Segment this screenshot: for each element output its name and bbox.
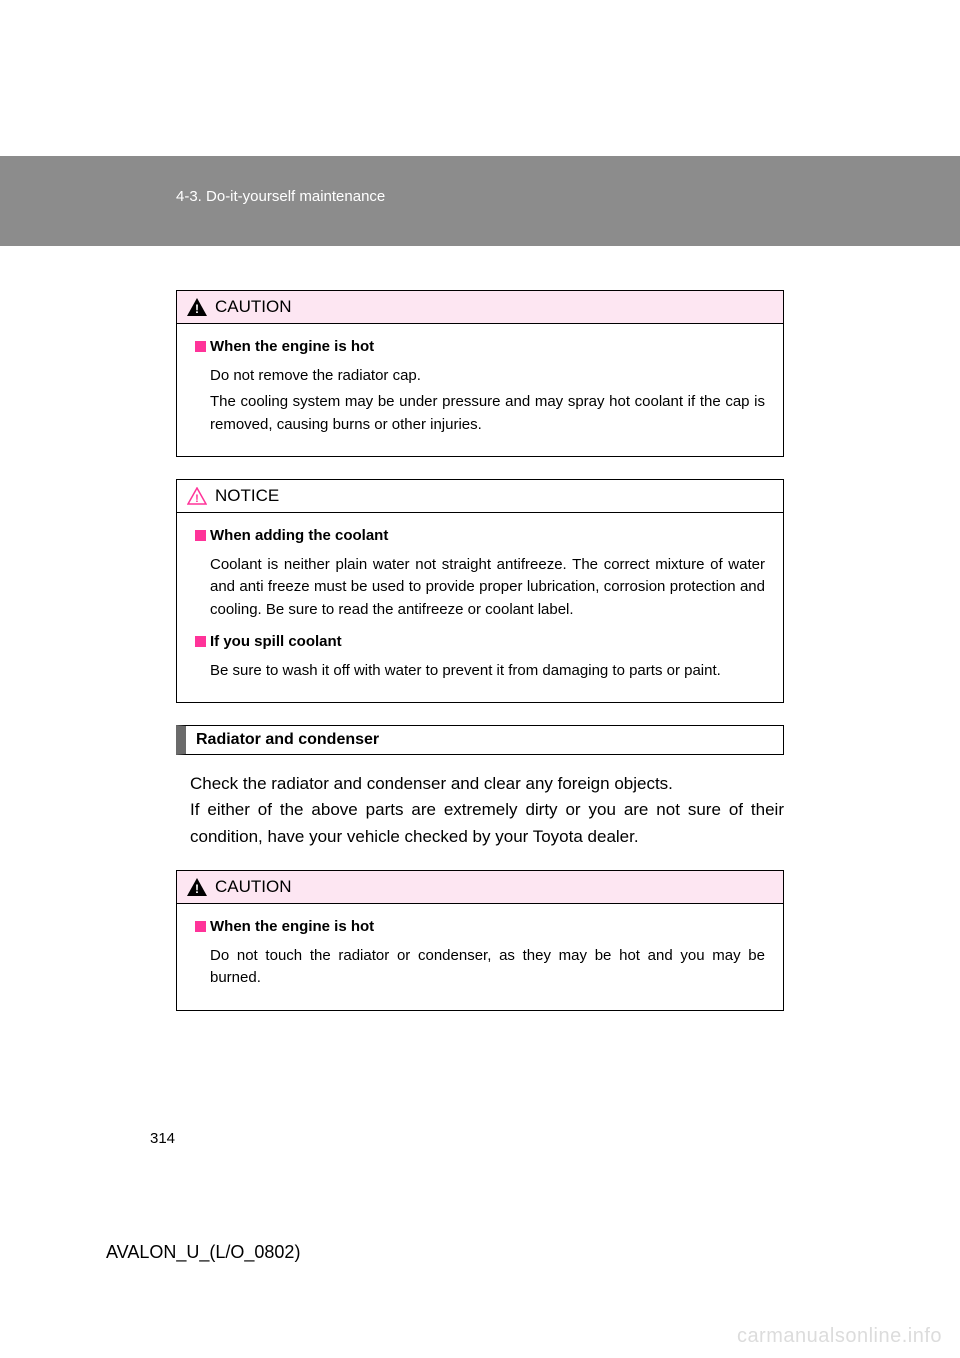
page-content: ! CAUTION When the engine is hot Do not … [176,290,784,1033]
warning-triangle-icon: ! [187,878,207,896]
square-bullet-icon [195,636,206,647]
page-number: 314 [150,1130,175,1147]
section-body-text: Check the radiator and condenser and cle… [190,771,784,850]
caution-item-title: When the engine is hot [210,916,374,939]
section-breadcrumb: 4-3. Do-it-yourself maintenance [176,188,385,205]
svg-text:!: ! [195,882,199,896]
notice-item-title: If you spill coolant [210,631,342,654]
notice-item-heading: If you spill coolant [195,631,765,654]
watermark-text: carmanualsonline.info [737,1325,942,1348]
caution-title-bar: ! CAUTION [177,871,783,904]
caution-box-2: ! CAUTION When the engine is hot Do not … [176,870,784,1011]
caution-paragraph: Do not touch the radiator or condenser, … [210,945,765,990]
square-bullet-icon [195,921,206,932]
caution-paragraph: The cooling system may be under pressure… [210,391,765,436]
svg-text:!: ! [195,493,199,505]
caution-title-text: CAUTION [215,297,292,317]
notice-box: ! NOTICE When adding the coolant Coolant… [176,479,784,703]
notice-paragraph: Be sure to wash it off with water to pre… [210,660,765,683]
notice-item-heading: When adding the coolant [195,525,765,548]
caution-title-text: CAUTION [215,877,292,897]
caution-paragraph: Do not remove the radiator cap. [210,365,765,388]
caution-body: When the engine is hot Do not touch the … [177,904,783,1010]
caution-item-title: When the engine is hot [210,336,374,359]
notice-paragraph: Coolant is neither plain water not strai… [210,554,765,622]
caution-title-bar: ! CAUTION [177,291,783,324]
caution-box-1: ! CAUTION When the engine is hot Do not … [176,290,784,457]
document-code: AVALON_U_(L/O_0802) [106,1242,300,1263]
svg-text:!: ! [195,302,199,316]
warning-triangle-icon: ! [187,298,207,316]
notice-triangle-icon: ! [187,487,207,505]
caution-body: When the engine is hot Do not remove the… [177,324,783,456]
section-heading: Radiator and condenser [176,725,784,755]
notice-item-title: When adding the coolant [210,525,388,548]
caution-item-heading: When the engine is hot [195,336,765,359]
square-bullet-icon [195,530,206,541]
notice-title-text: NOTICE [215,486,279,506]
notice-body: When adding the coolant Coolant is neith… [177,513,783,702]
notice-title-bar: ! NOTICE [177,480,783,513]
header-band: 4-3. Do-it-yourself maintenance [0,156,960,246]
square-bullet-icon [195,341,206,352]
caution-item-heading: When the engine is hot [195,916,765,939]
manual-page: 4-3. Do-it-yourself maintenance ! CAUTIO… [0,0,960,1358]
